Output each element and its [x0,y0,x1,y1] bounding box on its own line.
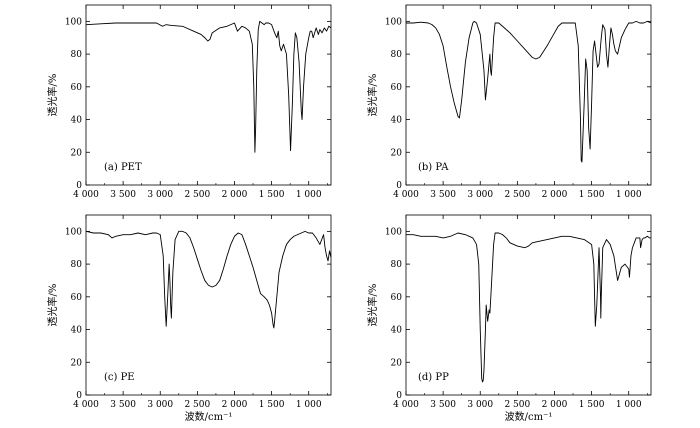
y-tick-label: 60 [391,83,403,93]
x-tick-label: 3 000 [467,190,493,200]
x-tick-label: 2 000 [222,400,248,410]
x-tick-label: 2 500 [184,190,210,200]
x-tick-label: 2 000 [542,190,568,200]
plot-area-frame [85,214,332,396]
x-tick-label: 2 500 [184,400,210,410]
chart-panel-3: 4 000 3 500 3 000 2 500 2 000 1 500 1 000 0 20 40… [366,214,652,423]
x-tick-label: 4 000 [73,190,99,200]
y-tick-label: 0 [396,391,402,401]
y-tick-label: 60 [71,83,83,93]
spectrum-line [85,20,332,153]
y-tick-label: 100 [65,17,82,27]
x-tick-label: 3 000 [147,190,173,200]
plot-area-frame [405,214,652,396]
x-axis-label: 波数/cm⁻¹ [185,410,233,423]
x-tick-label: 4 000 [393,400,419,410]
chart-panel-1: 4 000 3 500 3 000 2 500 2 000 1 500 1 000 0 20 40… [366,4,652,200]
plot-area-frame [85,4,332,186]
x-tick-label: 3 000 [147,400,173,410]
chart-panel-2: 4 000 3 500 3 000 2 500 2 000 1 500 1 000 0 20 40… [46,214,332,423]
x-axis-label: 波数/cm⁻¹ [505,410,553,423]
y-axis-label: 透光率/% [46,284,59,327]
x-tick-label: 1 500 [579,190,605,200]
x-tick-label: 2 000 [542,400,568,410]
x-tick-label: 4 000 [393,190,419,200]
plot-area-frame [405,4,652,186]
x-tick-label: 1 000 [616,190,642,200]
panel-label: (d) PP [418,372,449,383]
x-tick-label: 2 000 [222,190,248,200]
y-axis-label: 透光率/% [366,74,379,117]
y-tick-label: 20 [71,148,83,158]
panel-label: (b) PA [418,162,449,173]
spectrum-line [406,20,652,163]
y-tick-label: 80 [391,260,403,270]
y-axis-label: 透光率/% [366,284,379,327]
x-tick-label: 1 000 [296,400,322,410]
y-tick-label: 60 [391,293,403,303]
y-tick-label: 40 [71,116,83,126]
y-tick-label: 100 [385,227,402,237]
x-tick-label: 3 500 [430,190,456,200]
y-tick-label: 40 [391,326,403,336]
y-tick-label: 40 [71,326,83,336]
x-tick-label: 2 500 [504,190,530,200]
y-tick-label: 60 [71,293,83,303]
y-tick-label: 20 [71,358,83,368]
x-tick-label: 1 500 [259,190,285,200]
x-tick-label: 2 500 [504,400,530,410]
chart-panel-0: 4 000 3 500 3 000 2 500 2 000 1 500 1 000 0 20 40… [46,4,332,200]
x-tick-label: 4 000 [73,400,99,410]
y-axis-label: 透光率/% [46,74,59,117]
y-tick-label: 0 [76,181,82,191]
y-tick-label: 100 [385,17,402,27]
x-tick-label: 1 000 [296,190,322,200]
panel-label: (c) PE [104,372,135,383]
y-tick-label: 20 [391,148,403,158]
y-tick-label: 40 [391,116,403,126]
x-tick-label: 3 500 [430,400,456,410]
spectrum-line [406,232,651,383]
y-tick-label: 80 [71,260,83,270]
y-tick-label: 0 [76,391,82,401]
panel-label: (a) PET [104,162,142,173]
y-tick-label: 20 [391,358,403,368]
y-tick-label: 0 [396,181,402,191]
x-tick-label: 3 500 [110,400,136,410]
x-tick-label: 1 500 [259,400,285,410]
x-tick-label: 1 000 [616,400,642,410]
y-tick-label: 80 [71,50,83,60]
spectrum-line [85,230,332,329]
x-tick-label: 1 500 [579,400,605,410]
y-tick-label: 100 [65,227,82,237]
y-tick-label: 80 [391,50,403,60]
x-tick-label: 3 000 [467,400,493,410]
x-tick-label: 3 500 [110,190,136,200]
